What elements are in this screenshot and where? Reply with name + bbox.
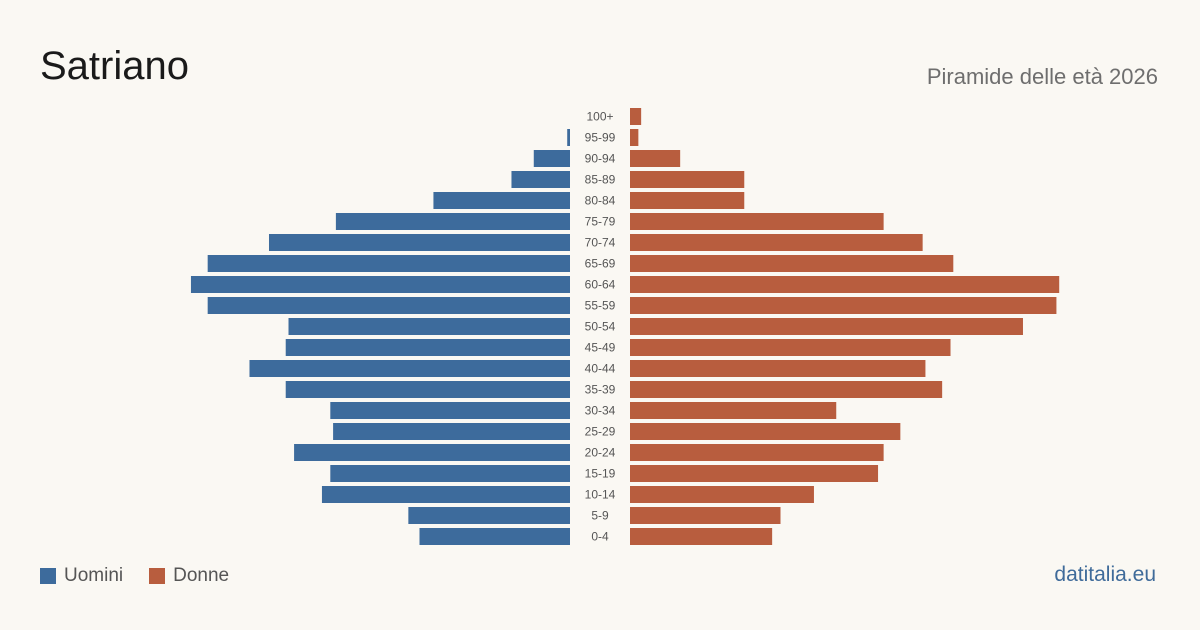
bar-men-25-29 (333, 423, 570, 440)
bar-women-55-59 (630, 297, 1057, 314)
bar-men-70-74 (268, 234, 570, 251)
bar-men-85-89 (511, 171, 570, 188)
bar-men-50-54 (288, 318, 570, 335)
age-label-55-59: 55-59 (585, 299, 616, 313)
age-label-80-84: 80-84 (585, 194, 616, 208)
bar-men-80-84 (433, 192, 570, 209)
age-label-0-4: 0-4 (591, 530, 609, 544)
age-label-25-29: 25-29 (585, 425, 616, 439)
bar-men-10-14 (321, 486, 570, 503)
bar-women-85-89 (630, 171, 745, 188)
age-label-70-74: 70-74 (585, 236, 616, 250)
legend-item-women: Donne (149, 565, 229, 587)
page-title: Satriano (40, 44, 189, 88)
bar-women-70-74 (630, 234, 923, 251)
bar-women-60-64 (630, 276, 1060, 293)
age-label-40-44: 40-44 (585, 362, 616, 376)
bar-women-40-44 (630, 360, 926, 377)
bar-men-20-24 (294, 444, 570, 461)
legend: Uomini Donne (40, 565, 255, 587)
age-label-35-39: 35-39 (585, 383, 616, 397)
legend-label-men: Uomini (64, 565, 124, 586)
age-label-100plus: 100+ (586, 110, 613, 124)
age-label-85-89: 85-89 (585, 173, 616, 187)
bar-men-65-69 (207, 255, 570, 272)
bar-women-15-19 (630, 465, 879, 482)
bar-men-55-59 (207, 297, 570, 314)
age-label-95-99: 95-99 (585, 131, 616, 145)
bar-men-5-9 (408, 507, 570, 524)
bar-women-5-9 (630, 507, 781, 524)
bar-women-75-79 (630, 213, 884, 230)
age-label-45-49: 45-49 (585, 341, 616, 355)
age-label-50-54: 50-54 (585, 320, 616, 334)
bar-women-50-54 (630, 318, 1023, 335)
bar-women-45-49 (630, 339, 951, 356)
bar-women-0-4 (630, 528, 773, 545)
bar-men-0-4 (419, 528, 570, 545)
age-label-65-69: 65-69 (585, 257, 616, 271)
bar-women-90-94 (630, 150, 681, 167)
legend-swatch-women (149, 568, 166, 584)
bar-men-35-39 (285, 381, 570, 398)
legend-item-men: Uomini (40, 565, 123, 587)
chart-subtitle: Piramide delle età 2026 (926, 64, 1158, 89)
bar-women-95-99 (630, 129, 639, 146)
bar-men-75-79 (335, 213, 570, 230)
bar-women-25-29 (630, 423, 901, 440)
bar-men-60-64 (190, 276, 570, 293)
age-label-60-64: 60-64 (585, 278, 616, 292)
bar-women-20-24 (630, 444, 884, 461)
bar-men-40-44 (249, 360, 570, 377)
bar-men-15-19 (330, 465, 570, 482)
bar-men-90-94 (533, 150, 570, 167)
bar-women-80-84 (630, 192, 745, 209)
age-label-20-24: 20-24 (585, 446, 616, 460)
bar-women-10-14 (630, 486, 814, 503)
bar-men-30-34 (330, 402, 570, 419)
age-label-75-79: 75-79 (585, 215, 616, 229)
age-label-90-94: 90-94 (585, 152, 616, 166)
age-label-5-9: 5-9 (591, 509, 609, 523)
age-label-30-34: 30-34 (585, 404, 616, 418)
legend-swatch-men (40, 568, 56, 584)
bar-women-100plus (630, 108, 642, 125)
bar-women-35-39 (630, 381, 943, 398)
age-label-10-14: 10-14 (585, 488, 616, 502)
bar-men-45-49 (285, 339, 570, 356)
legend-label-women: Donne (173, 565, 230, 586)
bar-women-65-69 (630, 255, 954, 272)
age-label-15-19: 15-19 (585, 467, 616, 481)
bar-women-30-34 (630, 402, 837, 419)
bar-men-95-99 (567, 129, 570, 146)
source-link[interactable]: datitalia.eu (1054, 563, 1156, 586)
